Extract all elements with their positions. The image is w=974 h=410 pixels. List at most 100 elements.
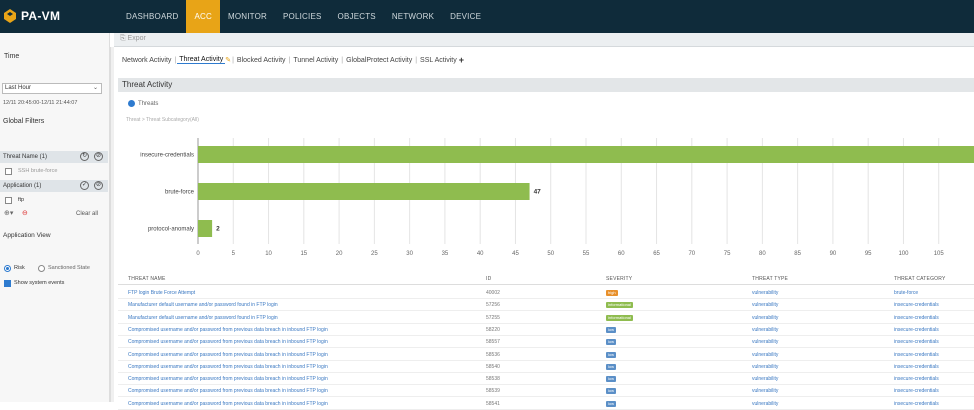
threat-name-link[interactable]: Compromised username and/or password fro…	[128, 351, 328, 358]
remove-filter-icon[interactable]: ⊖	[22, 210, 28, 217]
table-row[interactable]: Compromised username and/or password fro…	[118, 336, 974, 349]
column-header[interactable]: THREAT NAME	[128, 276, 166, 282]
threat-category-link[interactable]: insecure-credentials	[894, 326, 939, 333]
filter-edit-icon[interactable]: ↻	[80, 152, 89, 161]
severity-badge[interactable]: low	[606, 351, 617, 358]
nav-acc[interactable]: ACC	[186, 0, 220, 33]
chart-legend[interactable]: Threats	[128, 100, 158, 107]
threat-type-link[interactable]: vulnerability	[752, 351, 779, 358]
threat-type-link[interactable]: vulnerability	[752, 302, 779, 309]
time-select[interactable]: Last Hour ⌄	[2, 83, 102, 94]
threat-name-link[interactable]: Compromised username and/or password fro…	[128, 326, 328, 333]
severity-badge[interactable]: high	[606, 290, 618, 296]
filter-remove-icon[interactable]: ⊘	[94, 152, 103, 161]
table-row[interactable]: Compromised username and/or password fro…	[118, 385, 974, 398]
severity-badge[interactable]: low	[606, 363, 617, 370]
threat-name-link[interactable]: Manufacturer default username and/or pas…	[128, 314, 278, 321]
threat-name-link[interactable]: FTP login Brute Force Attempt	[128, 290, 196, 296]
column-header[interactable]: THREAT CATEGORY	[894, 276, 946, 282]
column-header[interactable]: SEVERITY	[606, 276, 633, 282]
table-row[interactable]: Compromised username and/or password fro…	[118, 398, 974, 410]
table-row[interactable]: Compromised username and/or password fro…	[118, 349, 974, 361]
threat-type-link[interactable]: vulnerability	[752, 326, 779, 333]
filter-edit-icon[interactable]: ✓	[80, 181, 89, 190]
tab-ssl-activity[interactable]: SSL Activity	[420, 56, 457, 64]
threat-type-link[interactable]: vulnerability	[752, 314, 779, 321]
severity-badge[interactable]: low	[606, 339, 617, 346]
table-row[interactable]: Manufacturer default username and/or pas…	[118, 312, 974, 324]
show-system-events-checkbox[interactable]	[4, 280, 11, 287]
threat-category-link[interactable]: insecure-credentials	[894, 351, 939, 358]
sanctioned-label: Sanctioned State	[48, 265, 90, 271]
tab-globalprotect-activity[interactable]: GlobalProtect Activity	[346, 56, 413, 64]
threat-name-link[interactable]: Compromised username and/or password fro…	[128, 388, 328, 395]
table-row[interactable]: FTP login Brute Force Attempt 40002 vulner…	[118, 287, 974, 299]
threat-type-link[interactable]: vulnerability	[752, 363, 779, 370]
threat-id: 57256	[486, 302, 500, 309]
nav-policies[interactable]: POLICIES	[283, 12, 322, 21]
threat-category-link[interactable]: brute-force	[894, 290, 919, 296]
threat-value-checkbox[interactable]	[5, 168, 12, 175]
threat-name-filter[interactable]: Threat Name (1) ↻ ⊘	[0, 151, 108, 163]
app-logo[interactable]: PA-VM	[4, 9, 60, 23]
threat-type-link[interactable]: vulnerability	[752, 376, 779, 383]
risk-radio[interactable]	[4, 265, 11, 272]
threat-type-link[interactable]: vulnerability	[752, 388, 779, 395]
nav-device[interactable]: DEVICE	[450, 12, 482, 21]
threat-name-link[interactable]: Compromised username and/or password fro…	[128, 376, 328, 383]
app-value-checkbox[interactable]	[5, 197, 12, 204]
table-row[interactable]: Compromised username and/or password fro…	[118, 324, 974, 336]
threat-category-link[interactable]: insecure-credentials	[894, 363, 939, 370]
tab-blocked-activity[interactable]: Blocked Activity	[236, 56, 286, 64]
threat-category-link[interactable]: insecure-credentials	[894, 339, 939, 346]
threat-category-link[interactable]: insecure-credentials	[894, 376, 939, 383]
legend-dot-icon	[128, 100, 135, 107]
threat-type-link[interactable]: vulnerability	[752, 290, 779, 296]
top-nav-bar: PA-VM DASHBOARD ACC MONITOR POLICIES OBJECTS…	[0, 0, 974, 33]
threat-type-link[interactable]: vulnerability	[752, 400, 779, 407]
tab-separator: |	[232, 56, 234, 64]
column-header[interactable]: ID	[486, 276, 492, 282]
threat-name-link[interactable]: Manufacturer default username and/or pas…	[128, 302, 278, 309]
threat-category-link[interactable]: insecure-credentials	[894, 400, 939, 407]
risk-label: Risk	[14, 265, 25, 271]
tab-network-activity[interactable]: Network Activity	[122, 56, 172, 64]
severity-badge[interactable]: low	[606, 326, 617, 333]
legend-label: Threats	[138, 100, 159, 107]
x-tick-label: 60	[618, 251, 625, 257]
nav-objects[interactable]: OBJECTS	[337, 12, 376, 21]
nav-monitor[interactable]: MONITOR	[227, 12, 268, 21]
threat-id: 58557	[486, 339, 500, 346]
column-header[interactable]: THREAT TYPE	[752, 276, 789, 282]
severity-badge[interactable]: informational	[606, 302, 633, 309]
table-row[interactable]: Manufacturer default username and/or pas…	[118, 299, 974, 312]
nav-network[interactable]: NETWORK	[391, 12, 435, 21]
filter-remove-icon[interactable]: ⊘	[94, 181, 103, 190]
threat-name-link[interactable]: Compromised username and/or password fro…	[128, 400, 328, 407]
add-filter-icon[interactable]: ⊕▾	[4, 210, 14, 217]
threat-name-link[interactable]: Compromised username and/or password fro…	[128, 363, 328, 370]
table-row[interactable]: Compromised username and/or password fro…	[118, 361, 974, 373]
threat-name-link[interactable]: Compromised username and/or password fro…	[128, 339, 328, 346]
threat-type-link[interactable]: vulnerability	[752, 339, 779, 346]
sidebar-splitter[interactable]	[110, 47, 114, 402]
tab-tunnel-activity[interactable]: Tunnel Activity	[293, 56, 339, 64]
threat-category-link[interactable]: insecure-credentials	[894, 388, 939, 395]
threat-filter-label: Threat Name (1)	[3, 154, 48, 160]
threat-category-link[interactable]: insecure-credentials	[894, 314, 939, 321]
severity-badge[interactable]: low	[606, 388, 617, 395]
clear-all-link[interactable]: Clear all	[76, 211, 99, 217]
threat-id: 58536	[486, 351, 500, 358]
application-filter[interactable]: Application (1) ✓ ⊘	[0, 180, 108, 192]
table-row[interactable]: Compromised username and/or password fro…	[118, 373, 974, 386]
sanctioned-radio[interactable]	[38, 265, 45, 272]
threat-category-link[interactable]: insecure-credentials	[894, 302, 939, 309]
nav-dashboard[interactable]: DASHBOARD	[126, 12, 179, 21]
tab-threat-activity[interactable]: Threat Activity	[177, 56, 226, 64]
severity-badge[interactable]: low	[606, 376, 617, 383]
edit-tab-icon[interactable]: ✎	[225, 57, 232, 64]
add-tab-icon[interactable]: +	[458, 55, 465, 65]
x-tick-label: 75	[724, 251, 731, 257]
export-button[interactable]: ⎘ Expor	[120, 35, 146, 42]
severity-badge[interactable]: informational	[606, 314, 633, 321]
